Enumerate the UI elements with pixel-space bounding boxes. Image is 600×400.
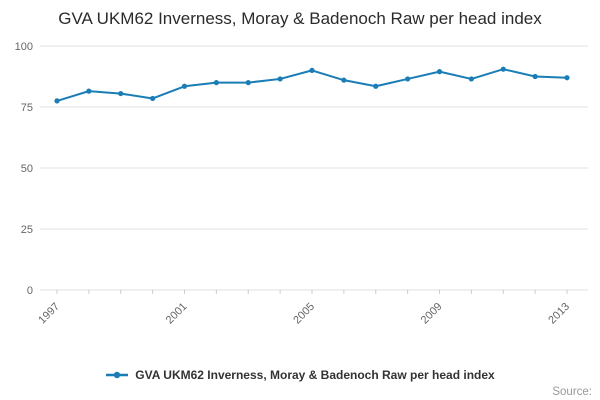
source-label: Source: <box>552 386 592 398</box>
y-axis-tick-label: 50 <box>21 163 33 175</box>
x-axis-tick-label: 1997 <box>36 301 62 327</box>
y-axis-tick-label: 75 <box>21 102 33 114</box>
data-point[interactable] <box>213 80 219 86</box>
series-line[interactable] <box>56 68 568 102</box>
chart-title: GVA UKM62 Inverness, Moray & Badenoch Ra… <box>58 9 542 28</box>
data-point[interactable] <box>309 67 315 74</box>
legend[interactable]: GVA UKM62 Inverness, Moray & Badenoch Ra… <box>0 368 600 382</box>
y-axis-tick-label: 100 <box>15 41 33 53</box>
data-point[interactable] <box>405 76 411 82</box>
data-point[interactable] <box>564 75 570 81</box>
data-point[interactable] <box>373 83 379 89</box>
legend-label: GVA UKM62 Inverness, Moray & Badenoch Ra… <box>135 368 495 382</box>
data-point[interactable] <box>532 73 538 80</box>
x-axis-tick-label: 2013 <box>546 301 572 327</box>
legend-line-marker <box>106 371 129 379</box>
data-point[interactable] <box>150 95 156 102</box>
data-point[interactable] <box>181 83 188 89</box>
y-axis-tick-label: 0 <box>27 285 33 297</box>
data-point[interactable] <box>245 80 251 86</box>
data-point[interactable] <box>341 77 347 83</box>
data-point[interactable] <box>436 69 443 75</box>
data-point[interactable] <box>277 76 283 82</box>
y-axis-tick-label: 25 <box>21 224 33 236</box>
data-point[interactable] <box>500 66 506 72</box>
data-point[interactable] <box>118 91 124 97</box>
data-point[interactable] <box>54 98 60 104</box>
x-axis-tick-label: 2009 <box>419 301 445 327</box>
x-axis-tick-label: 2005 <box>291 301 317 327</box>
data-point[interactable] <box>86 88 92 94</box>
line-chart: 0 25 50 75 100 1997 2001 2005 2009 2013 <box>15 41 588 327</box>
data-point[interactable] <box>468 76 474 82</box>
x-axis-tick-label: 2001 <box>164 301 190 327</box>
